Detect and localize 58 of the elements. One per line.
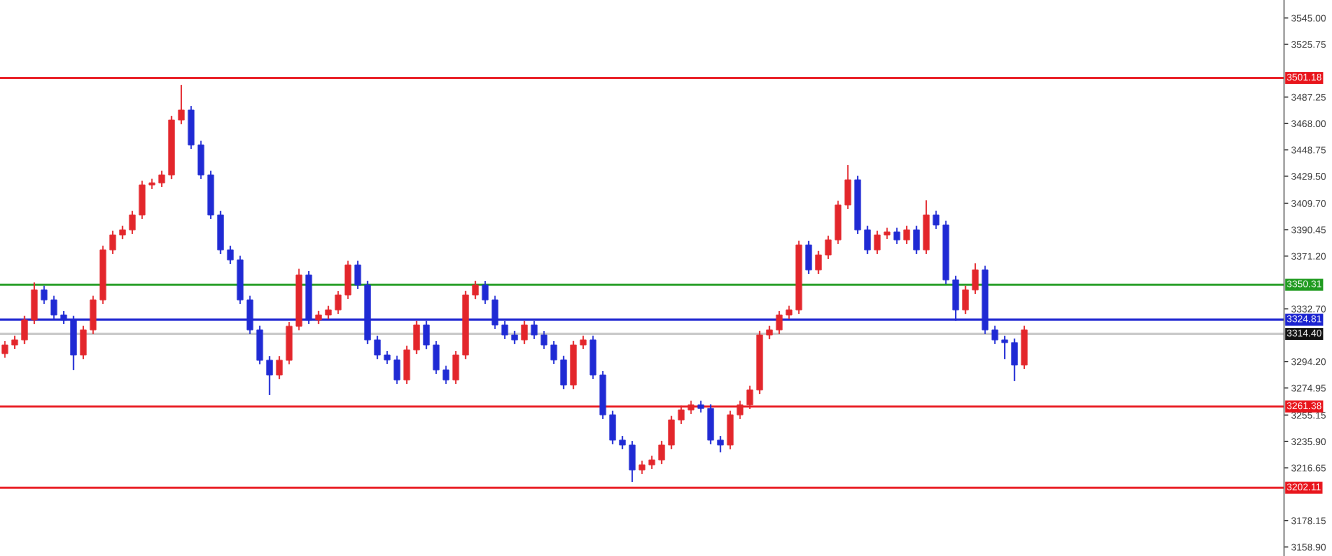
candlestick: [913, 225, 920, 255]
candlestick: [393, 355, 401, 385]
candlestick: [178, 84, 185, 125]
candlestick: [658, 440, 665, 465]
candlestick: [962, 285, 969, 315]
candlestick: [129, 210, 136, 235]
candlestick: [864, 225, 871, 255]
y-tick-label: 3487.25: [1291, 93, 1326, 101]
candlestick: [677, 405, 685, 425]
y-tick-label: 3468.00: [1291, 120, 1326, 128]
candlestick: [815, 250, 822, 275]
ref-line-label: 3324.81: [1286, 315, 1322, 323]
candlestick: [873, 230, 881, 255]
y-tick-label: 3294.20: [1291, 358, 1326, 366]
candlestick: [932, 210, 940, 230]
y-tick-label: 3429.50: [1291, 172, 1326, 180]
candlestick: [972, 262, 979, 295]
y-tick-label: 3274.95: [1291, 384, 1326, 392]
candlestick: [775, 310, 783, 335]
ref-line-label: 3314.40: [1286, 329, 1322, 337]
candlestick: [736, 400, 744, 420]
y-tick-label: 3448.75: [1291, 146, 1326, 154]
candlestick: [550, 340, 558, 365]
y-tick-label: 3216.65: [1291, 464, 1326, 472]
candlestick: [903, 225, 910, 245]
candlestick: [746, 385, 754, 410]
ref-line-label: 3261.38: [1286, 402, 1322, 410]
candlestick: [266, 355, 273, 396]
y-tick-label: 3371.20: [1291, 252, 1326, 260]
ref-line-label: 3350.31: [1286, 280, 1322, 288]
y-tick-label: 3390.45: [1291, 226, 1326, 234]
candlestick: [227, 245, 234, 265]
y-tick-label: 3545.00: [1291, 14, 1326, 22]
y-tick-label: 3409.70: [1291, 200, 1326, 207]
candlestick: [521, 320, 528, 345]
candlestick: [442, 365, 450, 385]
candlestick: [540, 330, 548, 350]
candlestick: [109, 230, 117, 255]
candlestick: [1001, 335, 1008, 360]
y-tick-label: 3255.15: [1291, 411, 1326, 419]
candlestick: [481, 280, 489, 305]
y-tick-label: 3235.90: [1291, 438, 1326, 446]
candlestick: [21, 315, 28, 345]
candlestick: [334, 290, 342, 315]
ref-line-label: 3501.18: [1286, 73, 1322, 81]
candlestick: [354, 260, 362, 290]
candlestick: [40, 285, 48, 305]
y-tick-label: 3178.15: [1291, 517, 1326, 525]
y-tick-label: 3158.90: [1291, 543, 1326, 551]
ref-line-label: 3202.11: [1286, 483, 1321, 491]
candlestick: [374, 335, 381, 360]
candlestick: [276, 355, 283, 380]
y-tick-label: 3332.70: [1291, 305, 1326, 313]
candlestick: [991, 325, 999, 345]
candlestick: [824, 235, 832, 260]
candlestick: [472, 280, 479, 300]
y-tick-label: 3525.75: [1291, 41, 1326, 48]
candlestick: [1011, 337, 1018, 382]
